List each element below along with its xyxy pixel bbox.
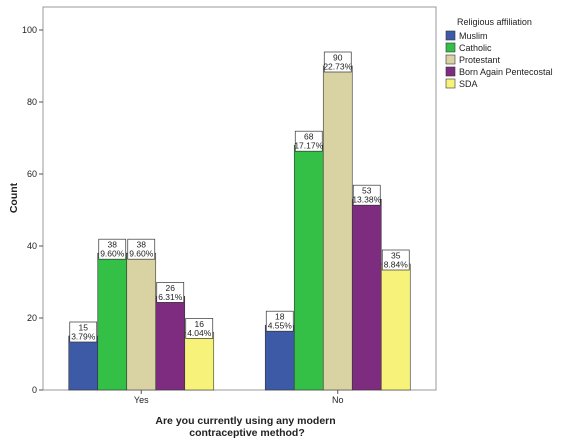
y-tick-label-0: 0	[32, 385, 37, 395]
x-tick-label-no: No	[332, 395, 344, 405]
legend: Religious affiliation Muslim Catholic Prot…	[445, 17, 553, 89]
data-label-box-yes-4	[185, 318, 214, 339]
bar-no-catholic	[293, 144, 324, 391]
legend-swatch-born-again-pentecostal	[445, 66, 456, 77]
data-label-no-protestant: 90 22.73%	[323, 53, 352, 72]
data-label-count: 35	[391, 251, 401, 261]
x-axis-label-line2: contraceptive method?	[189, 427, 305, 439]
data-label-no-sda: 35 8.84%	[384, 251, 409, 270]
legend-label-sda: SDA	[459, 79, 478, 89]
legend-items: Muslim Catholic Protestant Born Again Pente…	[445, 30, 553, 89]
data-label-percent: 3.79%	[71, 332, 96, 342]
legend-label-protestant: Protestant	[459, 55, 501, 65]
data-label-yes-sda: 16 4.04%	[187, 319, 212, 338]
data-label-percent: 8.84%	[384, 260, 409, 270]
y-tick-label-3: 60	[27, 169, 37, 179]
data-label-yes-born-again-pentecostal: 26 6.31%	[158, 283, 183, 302]
x-axis-label: Are you currently using any modern contr…	[155, 415, 338, 439]
legend-label-catholic: Catholic	[459, 43, 492, 53]
data-label-box-yes-2	[127, 238, 156, 260]
data-label-box-no-3	[352, 184, 381, 206]
data-label-count: 68	[304, 132, 314, 142]
legend-swatch-protestant	[445, 54, 456, 65]
data-label-percent: 17.17%	[294, 141, 323, 151]
bar-no-muslim	[264, 324, 295, 391]
x-axis-label-line1: Are you currently using any modern	[155, 415, 335, 427]
data-label-count: 15	[79, 323, 89, 333]
bar-yes-catholic	[97, 252, 128, 391]
y-tick-label-1: 20	[27, 313, 37, 323]
data-label-box-no-2	[323, 51, 352, 73]
data-label-no-born-again-pentecostal: 53 13.38%	[352, 186, 381, 205]
legend-swatch-muslim	[445, 30, 456, 41]
y-tick-label-4: 80	[27, 97, 37, 107]
data-label-count: 90	[333, 53, 343, 63]
bar-yes-born-again-pentecostal	[155, 296, 186, 391]
y-axis: 0 20 40 60 80 100	[22, 25, 43, 395]
data-label-box-no-1	[294, 130, 323, 152]
data-label-box-yes-0	[69, 321, 98, 343]
bar-no-born-again-pentecostal	[351, 198, 382, 391]
data-label-percent: 22.73%	[323, 62, 352, 72]
data-label-percent: 9.60%	[129, 249, 154, 259]
data-label-count: 53	[362, 186, 372, 196]
data-label-box-yes-3	[156, 282, 185, 303]
y-tick-label-2: 40	[27, 241, 37, 251]
data-label-yes-catholic: 38 9.60%	[100, 240, 125, 259]
data-label-count: 26	[166, 283, 176, 293]
data-label-count: 38	[108, 240, 118, 250]
data-label-percent: 4.04%	[187, 328, 212, 338]
bar-yes-protestant	[126, 252, 157, 391]
legend-label-born-again-pentecostal: Born Again Pentecostal	[459, 67, 553, 77]
data-label-yes-protestant: 38 9.60%	[129, 240, 154, 259]
data-label-count: 16	[195, 319, 205, 329]
data-label-yes-muslim: 15 3.79%	[71, 323, 96, 342]
data-label-count: 18	[275, 312, 285, 322]
y-tick-label-5: 100	[22, 25, 37, 35]
data-label-no-muslim: 18 4.55%	[268, 312, 293, 331]
data-label-percent: 6.31%	[158, 292, 183, 302]
data-label-box-no-0	[265, 310, 294, 332]
data-label-percent: 13.38%	[352, 195, 381, 205]
bar-no-protestant	[322, 65, 353, 391]
data-label-box-no-4	[381, 249, 410, 271]
data-label-percent: 9.60%	[100, 249, 125, 259]
data-label-no-catholic: 68 17.17%	[294, 132, 323, 151]
bar-yes-sda	[184, 332, 215, 391]
y-axis-label: Count	[8, 182, 20, 213]
legend-label-muslim: Muslim	[459, 31, 488, 41]
data-label-percent: 4.55%	[268, 321, 293, 331]
data-label-count: 38	[137, 240, 147, 250]
bars-group: 15 3.79%38 9.60%38 9.60%26 6.31%16 4.04%18 4.5…	[68, 51, 411, 391]
legend-title: Religious affiliation	[457, 17, 532, 27]
bar-no-sda	[380, 263, 411, 391]
data-label-box-yes-1	[98, 238, 127, 260]
legend-swatch-catholic	[445, 42, 456, 53]
x-tick-label-yes: Yes	[134, 395, 149, 405]
bar-yes-muslim	[68, 335, 99, 391]
x-axis: Yes No	[134, 390, 344, 405]
legend-swatch-sda	[445, 78, 456, 89]
